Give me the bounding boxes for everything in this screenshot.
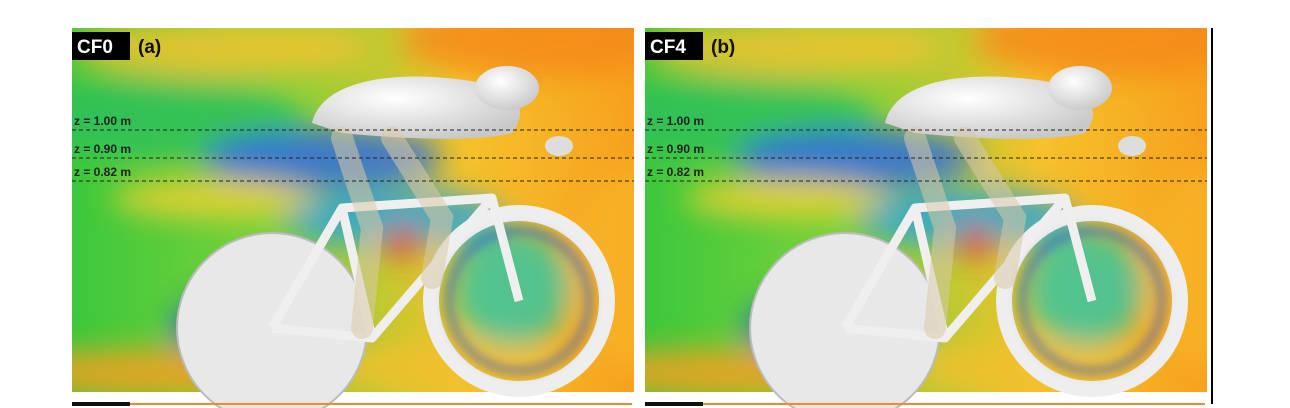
bike-rider bbox=[749, 66, 1188, 408]
panel: z = 1.00 m z = 0.90 m z = 0.82 m CF0 (a) bbox=[72, 28, 634, 408]
hand bbox=[545, 136, 573, 156]
level-label: z = 1.00 m bbox=[74, 114, 131, 128]
field-blob bbox=[72, 28, 372, 78]
level-label: z = 1.00 m bbox=[647, 114, 704, 128]
level-label: z = 0.82 m bbox=[74, 165, 131, 179]
rider-body bbox=[312, 76, 521, 139]
legs bbox=[331, 127, 454, 339]
front-wheel-rim bbox=[996, 205, 1188, 397]
field-blob bbox=[645, 28, 945, 78]
front-wheel-inner bbox=[1019, 228, 1165, 374]
panel: z = 1.00 m z = 0.90 m z = 0.82 m CF4 (b) bbox=[645, 28, 1207, 408]
field-blob bbox=[382, 228, 422, 258]
panel-label: (a) bbox=[138, 37, 161, 58]
front-wheel-inner bbox=[446, 228, 592, 374]
panel-tag: CF4 bbox=[650, 37, 686, 58]
tag-box bbox=[645, 32, 703, 60]
field-blob bbox=[955, 228, 995, 258]
level-label: z = 0.90 m bbox=[647, 142, 704, 156]
helmet bbox=[475, 66, 539, 110]
helmet bbox=[1048, 66, 1112, 110]
level-label: z = 0.82 m bbox=[647, 165, 704, 179]
field-blob bbox=[202, 128, 442, 188]
hand bbox=[1118, 136, 1146, 156]
tag-box bbox=[72, 32, 130, 60]
field-blob bbox=[685, 178, 885, 218]
scale-bar-dark bbox=[72, 402, 130, 406]
scale-bar-dark bbox=[645, 402, 703, 406]
scale-bar bbox=[130, 403, 632, 405]
field-blob bbox=[402, 28, 634, 78]
front-wheel-rim bbox=[423, 205, 615, 397]
field-blob bbox=[112, 178, 312, 218]
panel-tag: CF0 bbox=[77, 37, 113, 58]
bike-rider bbox=[176, 66, 615, 408]
level-label: z = 0.90 m bbox=[74, 142, 131, 156]
field-blob bbox=[975, 28, 1207, 78]
rider-body bbox=[885, 76, 1094, 139]
scale-bar bbox=[703, 403, 1205, 405]
panel-label: (b) bbox=[711, 37, 735, 58]
legs bbox=[904, 127, 1027, 339]
